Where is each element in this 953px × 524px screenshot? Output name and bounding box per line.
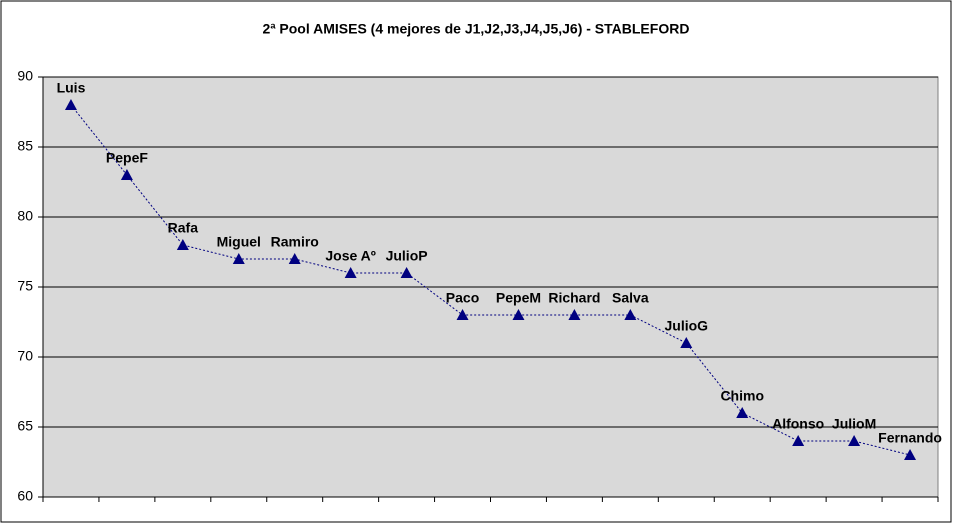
data-label: Chimo bbox=[720, 388, 764, 404]
data-label: Ramiro bbox=[271, 234, 319, 250]
data-label: JulioM bbox=[832, 416, 876, 432]
data-label: Jose Aº bbox=[325, 248, 376, 264]
marker bbox=[624, 309, 637, 320]
marker bbox=[792, 435, 805, 446]
y-tick-label: 80 bbox=[17, 208, 33, 224]
marker bbox=[736, 407, 749, 418]
y-tick-label: 60 bbox=[17, 488, 33, 504]
marker bbox=[904, 449, 917, 460]
y-tick-label: 70 bbox=[17, 348, 33, 364]
marker bbox=[512, 309, 525, 320]
marker bbox=[456, 309, 469, 320]
marker bbox=[400, 267, 413, 278]
marker bbox=[64, 99, 77, 110]
y-tick-label: 85 bbox=[17, 138, 33, 154]
marker bbox=[848, 435, 861, 446]
data-label: Luis bbox=[57, 80, 86, 96]
data-label: PepeM bbox=[496, 290, 541, 306]
data-label: Alfonso bbox=[772, 416, 824, 432]
marker bbox=[344, 267, 357, 278]
marker bbox=[680, 337, 693, 348]
data-label: Miguel bbox=[217, 234, 261, 250]
y-tick-label: 90 bbox=[17, 68, 33, 84]
marker bbox=[176, 239, 189, 250]
data-label: Paco bbox=[446, 290, 479, 306]
data-label: Salva bbox=[612, 290, 649, 306]
marker bbox=[120, 169, 133, 180]
chart-title: 2ª Pool AMISES (4 mejores de J1,J2,J3,J4… bbox=[263, 21, 690, 37]
series-line bbox=[70, 104, 911, 456]
marker bbox=[288, 253, 301, 264]
data-label: Rafa bbox=[168, 220, 199, 236]
marker bbox=[568, 309, 581, 320]
marker bbox=[232, 253, 245, 264]
data-label: PepeF bbox=[106, 150, 148, 166]
data-label: JulioG bbox=[665, 318, 709, 334]
y-tick-label: 75 bbox=[17, 278, 33, 294]
data-label: Fernando bbox=[878, 430, 942, 446]
data-label: JulioP bbox=[386, 248, 428, 264]
data-label: Richard bbox=[548, 290, 600, 306]
y-tick-label: 65 bbox=[17, 418, 33, 434]
